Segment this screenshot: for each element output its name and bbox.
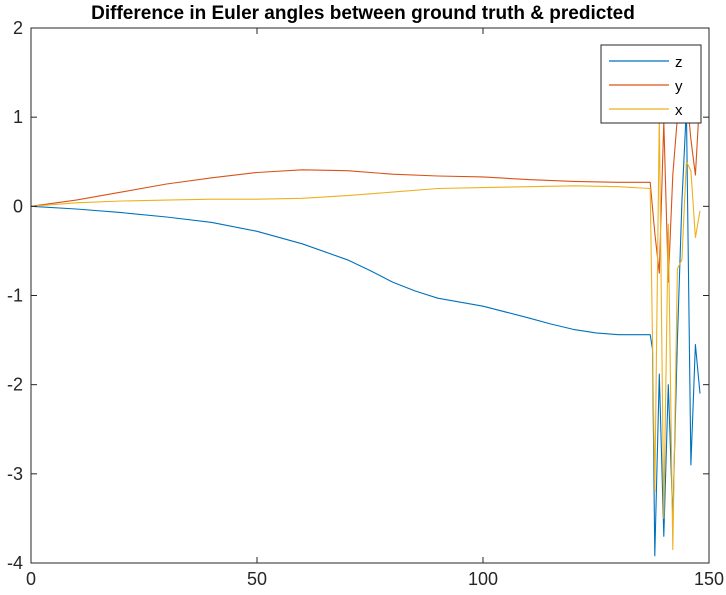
ticks-layer: 0 50 100 150 -4 -3 -2 -1 0 1 2 [7,18,724,589]
legend: zyx [600,44,702,124]
y-tick-label: -4 [7,553,23,573]
y-tick-label: -2 [7,375,23,395]
y-tick-label: -3 [7,464,23,484]
x-tick-label: 150 [694,569,724,589]
x-tick-label: 100 [468,569,498,589]
series-line-x [30,116,701,551]
y-tick-label: -1 [7,286,23,306]
chart-title: Difference in Euler angles between groun… [91,3,635,24]
y-tick-label: 1 [13,107,23,127]
y-tick-label: 0 [13,196,23,216]
legend-label-x: x [675,102,683,119]
legend-label-y: y [675,78,683,95]
y-tick-label: 2 [13,18,23,38]
plot-area [31,28,709,563]
x-tick-label: 50 [247,569,267,589]
legend-label-z: z [675,54,683,71]
legend-box [600,44,702,124]
series-line-z [30,107,701,557]
x-tick-label: 0 [26,569,36,589]
